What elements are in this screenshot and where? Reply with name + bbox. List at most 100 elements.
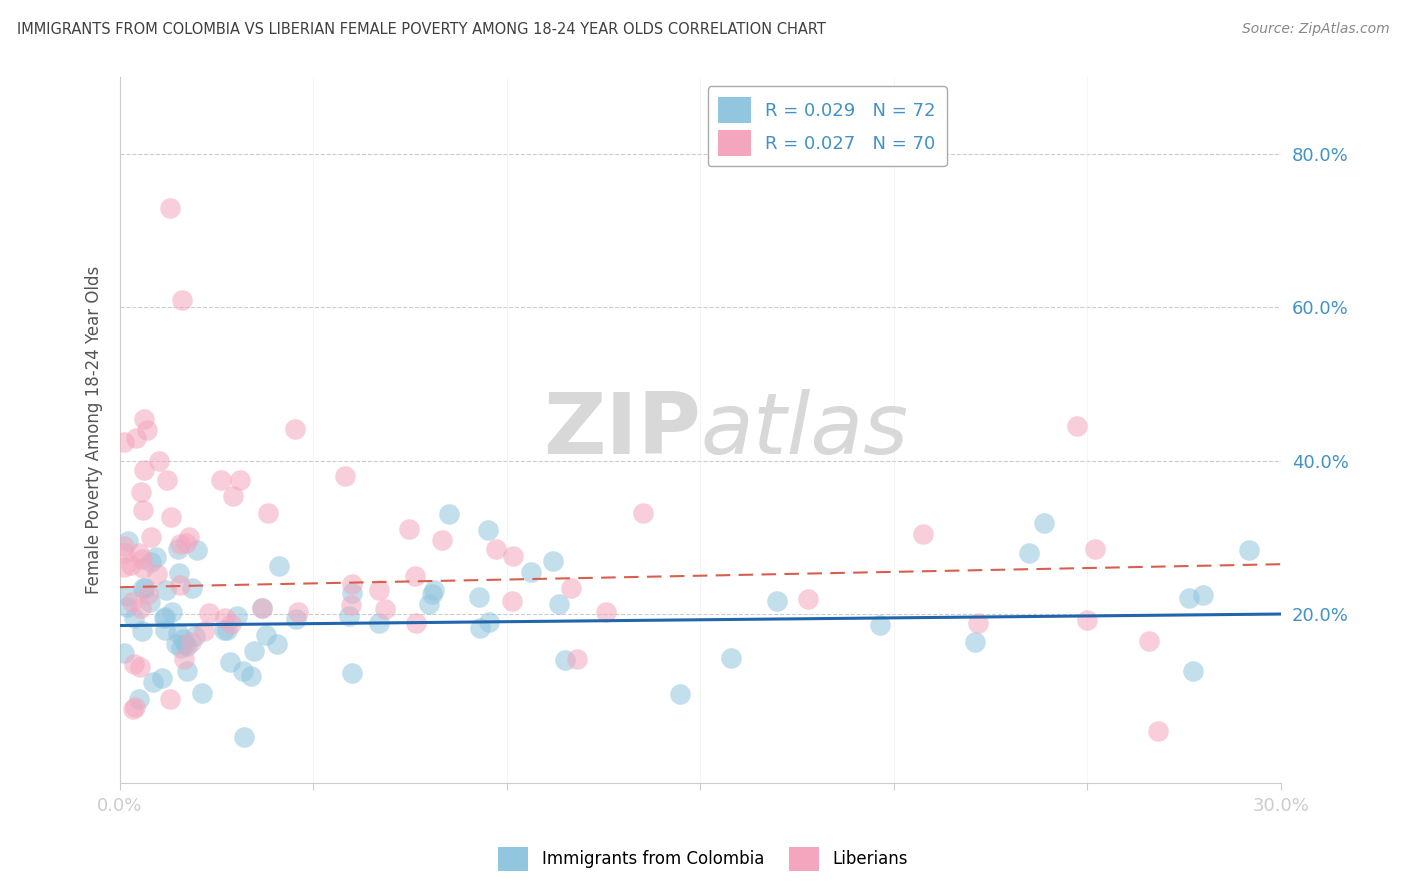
Point (197, 606, 219, 620)
Point (160, 605, 183, 619)
Point (176, 640, 198, 654)
Point (222, 489, 245, 503)
Point (1181, 665, 1204, 679)
Point (337, 609, 360, 624)
Point (468, 621, 491, 635)
Point (502, 549, 524, 563)
Point (112, 539, 135, 553)
Point (374, 602, 396, 616)
Point (159, 201, 181, 215)
Point (139, 530, 162, 544)
Point (167, 625, 190, 640)
Point (219, 656, 242, 670)
Point (115, 589, 138, 603)
Point (214, 611, 236, 625)
Text: IMMIGRANTS FROM COLOMBIA VS LIBERIAN FEMALE POVERTY AMONG 18-24 YEAR OLDS CORREL: IMMIGRANTS FROM COLOMBIA VS LIBERIAN FEM… (17, 22, 825, 37)
Legend: R = 0.029   N = 72, R = 0.027   N = 70: R = 0.029 N = 72, R = 0.027 N = 70 (707, 87, 946, 167)
Point (797, 592, 820, 607)
Point (541, 554, 564, 568)
Point (173, 652, 195, 666)
Point (243, 644, 266, 658)
Point (112, 646, 135, 660)
Point (1084, 541, 1107, 556)
Point (121, 595, 143, 609)
Point (128, 692, 150, 706)
Point (153, 624, 176, 638)
Point (132, 503, 155, 517)
Point (128, 546, 150, 560)
Point (153, 610, 176, 624)
Point (250, 601, 273, 615)
Point (184, 629, 207, 643)
Text: Source: ZipAtlas.com: Source: ZipAtlas.com (1241, 22, 1389, 37)
Point (548, 597, 571, 611)
Point (501, 594, 523, 608)
Point (136, 587, 159, 601)
Point (150, 672, 173, 686)
Point (468, 590, 491, 604)
Point (252, 601, 274, 615)
Point (560, 581, 582, 595)
Point (342, 666, 364, 681)
Point (267, 559, 290, 574)
Point (134, 411, 156, 425)
Point (142, 674, 165, 689)
Point (141, 555, 163, 569)
Point (148, 453, 170, 467)
Point (121, 702, 143, 716)
Point (1178, 591, 1201, 605)
Point (420, 587, 443, 601)
Point (170, 293, 193, 307)
Point (398, 522, 420, 536)
Point (165, 637, 187, 651)
Point (485, 541, 508, 556)
Point (120, 558, 142, 573)
Point (153, 610, 176, 624)
Point (131, 552, 153, 566)
Point (256, 506, 278, 520)
Point (565, 651, 588, 665)
Point (112, 559, 135, 574)
Point (212, 623, 235, 637)
Point (112, 434, 135, 449)
Point (159, 692, 181, 706)
Point (478, 615, 501, 629)
Point (186, 543, 208, 558)
Point (174, 637, 197, 651)
Point (368, 582, 391, 597)
Point (170, 641, 193, 656)
Point (1137, 634, 1160, 648)
Point (136, 423, 159, 437)
Point (169, 566, 191, 580)
Point (180, 581, 202, 595)
Point (1076, 613, 1098, 627)
Point (1066, 419, 1088, 434)
Point (1033, 516, 1056, 530)
Point (191, 686, 214, 700)
Point (631, 506, 654, 520)
Point (333, 469, 356, 483)
Point (287, 605, 309, 619)
Point (405, 615, 427, 630)
Point (668, 687, 690, 701)
Point (229, 473, 252, 487)
Point (284, 422, 307, 436)
Point (225, 609, 247, 624)
Point (423, 582, 446, 597)
Point (134, 582, 156, 596)
Text: atlas: atlas (700, 389, 908, 472)
Point (1018, 546, 1040, 560)
Point (132, 561, 155, 575)
Point (139, 595, 162, 609)
Point (132, 581, 155, 595)
Point (404, 568, 426, 582)
Point (340, 598, 363, 612)
Point (156, 473, 179, 487)
Point (232, 664, 254, 678)
Point (174, 535, 197, 549)
Point (266, 636, 288, 650)
Point (129, 600, 152, 615)
Point (1147, 723, 1170, 738)
Point (437, 508, 460, 522)
Point (340, 585, 363, 599)
